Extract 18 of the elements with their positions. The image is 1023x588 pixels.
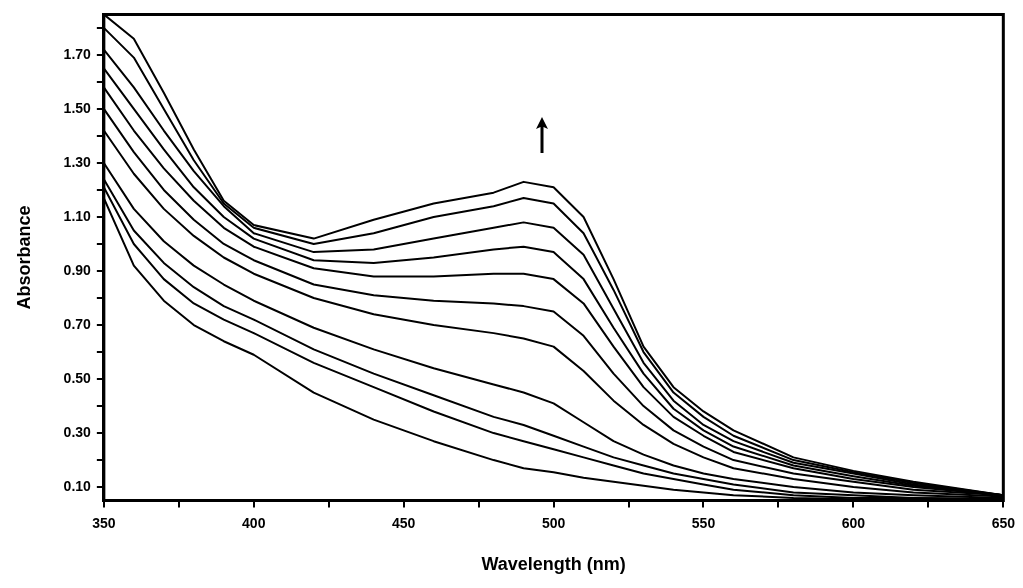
x-tick-label: 600	[841, 514, 866, 531]
y-tick-label: 0.70	[63, 315, 92, 332]
y-tick-label: 1.50	[63, 99, 92, 116]
x-axis-title: Wavelength (nm)	[481, 554, 626, 575]
y-tick-label: 0.90	[63, 261, 92, 278]
x-tick-label: 650	[991, 514, 1016, 531]
y-tick-label: 0.50	[63, 369, 92, 386]
x-tick-label: 550	[691, 514, 716, 531]
y-axis-title: Absorbance	[13, 205, 34, 310]
x-tick-label: 350	[92, 514, 116, 531]
y-tick-label: 1.30	[63, 153, 92, 170]
y-tick-label: 1.70	[63, 45, 92, 62]
x-tick-label: 450	[391, 514, 416, 531]
y-tick-label: 0.10	[63, 477, 92, 494]
x-tick-label: 500	[541, 514, 566, 531]
y-tick-label: 1.10	[63, 207, 92, 224]
y-tick-label: 0.30	[63, 423, 92, 440]
x-tick-label: 400	[242, 514, 266, 531]
